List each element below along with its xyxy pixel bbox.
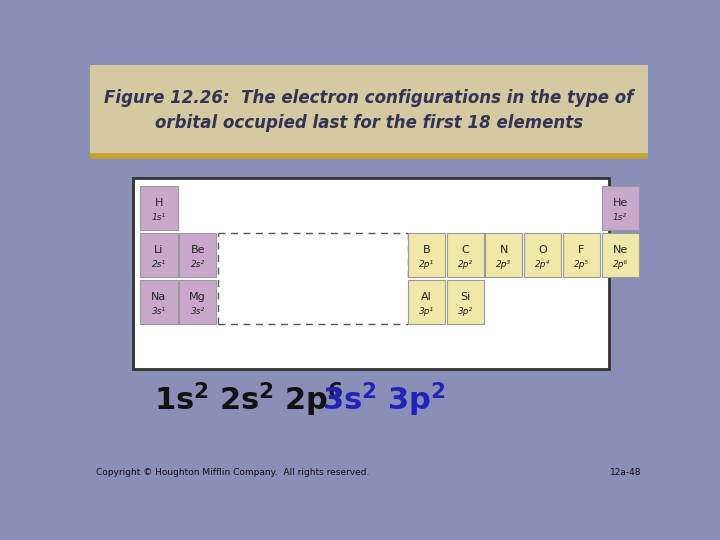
Text: F: F <box>578 245 585 255</box>
Bar <box>140 280 178 325</box>
Text: 1s²: 1s² <box>613 213 627 222</box>
Bar <box>179 280 216 325</box>
Bar <box>524 233 561 278</box>
Bar <box>90 464 648 481</box>
Bar <box>485 233 523 278</box>
Text: He: He <box>613 198 628 208</box>
Text: 2s²: 2s² <box>191 260 204 269</box>
Text: 3s²: 3s² <box>191 307 204 316</box>
Text: B: B <box>423 245 430 255</box>
Text: O: O <box>539 245 547 255</box>
Text: H: H <box>155 198 163 208</box>
Bar <box>132 178 609 369</box>
Text: Copyright © Houghton Mifflin Company.  All rights reserved.: Copyright © Houghton Mifflin Company. Al… <box>96 468 369 477</box>
Text: 2p¹: 2p¹ <box>419 260 434 269</box>
Bar <box>446 233 484 278</box>
Text: $\mathbf{3s^2\ 3p^2}$: $\mathbf{3s^2\ 3p^2}$ <box>323 381 446 419</box>
Bar <box>601 186 639 231</box>
Text: 2p⁴: 2p⁴ <box>535 260 550 269</box>
Text: 2p⁵: 2p⁵ <box>574 260 589 269</box>
Text: 1s¹: 1s¹ <box>152 213 166 222</box>
Bar <box>563 233 600 278</box>
Text: Be: Be <box>191 245 205 255</box>
Text: 3p¹: 3p¹ <box>419 307 434 316</box>
Bar <box>446 280 484 325</box>
Text: Figure 12.26:  The electron configurations in the type of: Figure 12.26: The electron configuration… <box>104 89 634 107</box>
Text: Mg: Mg <box>189 292 206 302</box>
Text: 12a-48: 12a-48 <box>611 468 642 477</box>
Bar <box>140 186 178 231</box>
Text: Li: Li <box>154 245 163 255</box>
Text: 3p²: 3p² <box>457 307 472 316</box>
Text: 2p³: 2p³ <box>496 260 511 269</box>
Bar <box>408 280 445 325</box>
Text: 3s¹: 3s¹ <box>152 307 166 316</box>
Text: N: N <box>500 245 508 255</box>
Text: Si: Si <box>460 292 470 302</box>
Text: 2s¹: 2s¹ <box>152 260 166 269</box>
Text: Na: Na <box>151 292 166 302</box>
Bar <box>140 233 178 278</box>
Bar <box>408 233 445 278</box>
Bar <box>90 65 648 156</box>
Text: orbital occupied last for the first 18 elements: orbital occupied last for the first 18 e… <box>155 114 583 132</box>
Text: 2p²: 2p² <box>457 260 472 269</box>
Text: 2p⁶: 2p⁶ <box>613 260 628 269</box>
Bar <box>179 233 216 278</box>
Text: C: C <box>462 245 469 255</box>
Bar <box>601 233 639 278</box>
Text: Al: Al <box>421 292 432 302</box>
Text: $\mathbf{1s^2\ 2s^2\ 2p^6}$: $\mathbf{1s^2\ 2s^2\ 2p^6}$ <box>153 381 343 419</box>
Text: Ne: Ne <box>613 245 628 255</box>
